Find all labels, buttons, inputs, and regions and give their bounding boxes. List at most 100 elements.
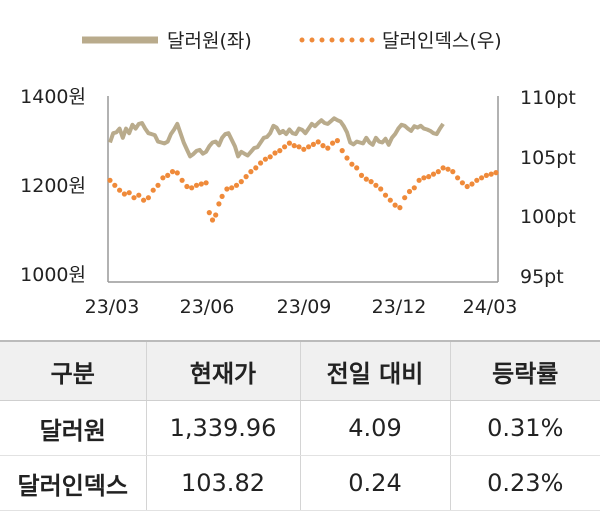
dxy-point xyxy=(354,165,360,171)
dxy-point xyxy=(262,156,268,162)
legend: 달러원(좌) 달러인덱스(우) xyxy=(82,30,502,52)
dxy-point xyxy=(189,185,195,191)
dxy-point xyxy=(243,174,249,180)
left-axis-ticks: 1400원 1200원 1000원 xyxy=(20,86,86,286)
dxy-point xyxy=(344,155,350,161)
dxy-point xyxy=(301,146,307,152)
table-row: 달러원 1,339.96 4.09 0.31% xyxy=(0,400,600,456)
dxy-point xyxy=(150,187,156,193)
dxy-point xyxy=(160,175,166,181)
dxy-point xyxy=(378,186,384,192)
dxy-point xyxy=(459,180,465,186)
dxy-point xyxy=(282,144,288,150)
dxy-point xyxy=(479,175,485,181)
x-axis-ticks: 23/03 23/06 23/09 23/12 24/03 xyxy=(85,296,518,318)
dxy-point xyxy=(363,176,369,182)
dxy-point xyxy=(184,183,190,190)
dxy-point xyxy=(315,139,321,145)
dxy-point xyxy=(330,140,336,146)
row-rate: 0.31% xyxy=(449,400,600,456)
row-name: 달러인덱스 xyxy=(0,455,146,511)
dxy-point xyxy=(209,217,216,223)
dxy-point xyxy=(248,169,254,175)
dxy-point xyxy=(258,160,264,166)
row-change: 4.09 xyxy=(299,400,450,456)
dxy-point xyxy=(493,170,499,176)
dxy-point xyxy=(126,190,132,196)
dxy-point xyxy=(286,140,292,146)
header-category: 구분 xyxy=(0,340,146,401)
dxy-point xyxy=(224,186,230,192)
dxy-point xyxy=(435,169,441,175)
dxy-point xyxy=(349,161,355,167)
header-rate: 등락률 xyxy=(449,340,600,401)
dxy-point xyxy=(411,185,417,191)
row-name: 달러원 xyxy=(0,400,146,456)
dxy-point xyxy=(373,182,379,188)
series-line-usdkrw xyxy=(108,116,445,159)
dxy-point xyxy=(219,193,225,199)
dxy-point xyxy=(121,191,127,197)
dxy-point xyxy=(253,165,259,171)
dxy-point xyxy=(334,138,340,144)
dxy-point xyxy=(213,212,219,218)
dxy-point xyxy=(464,183,470,190)
x-tick-2312: 23/12 xyxy=(372,296,427,318)
table-row: 달러인덱스 103.82 0.24 0.23% xyxy=(0,455,600,511)
row-price: 1,339.96 xyxy=(145,400,300,456)
dxy-point xyxy=(406,188,413,195)
dxy-point xyxy=(455,175,461,181)
header-price: 현재가 xyxy=(145,340,300,401)
dxy-point xyxy=(387,197,393,203)
dxy-point xyxy=(320,143,326,149)
x-tick-2403: 24/03 xyxy=(463,296,518,318)
series-dots-dxy xyxy=(107,138,499,223)
dxy-point xyxy=(174,170,180,176)
dxy-point xyxy=(397,205,403,211)
legend-label-usdkrw: 달러원(좌) xyxy=(167,30,252,52)
legend-label-dxy: 달러인덱스(우) xyxy=(382,30,502,52)
left-tick-1200: 1200원 xyxy=(20,175,86,197)
axes xyxy=(107,96,499,283)
dxy-point xyxy=(310,141,316,147)
summary-table: 구분 현재가 전일 대비 등락률 달러원 1,339.96 4.09 0.31%… xyxy=(0,340,600,511)
dxy-point xyxy=(392,202,398,208)
x-tick-2309: 23/09 xyxy=(277,296,332,318)
dxy-point xyxy=(488,171,494,177)
table-header-row: 구분 현재가 전일 대비 등락률 xyxy=(0,340,600,401)
dxy-point xyxy=(233,182,240,188)
row-price: 103.82 xyxy=(145,455,300,511)
dxy-point xyxy=(141,197,147,203)
dxy-point xyxy=(296,144,302,150)
dxy-point xyxy=(469,181,475,187)
dxy-point xyxy=(198,181,204,187)
left-tick-1000: 1000원 xyxy=(20,264,86,286)
dxy-point xyxy=(368,179,374,185)
dxy-point xyxy=(339,148,345,154)
dxy-point xyxy=(382,192,389,198)
dxy-point xyxy=(229,185,235,191)
left-tick-1400: 1400원 xyxy=(20,86,86,108)
dxy-point xyxy=(445,166,451,172)
dxy-point xyxy=(325,145,331,151)
dxy-point xyxy=(238,179,244,185)
dxy-point xyxy=(402,195,408,201)
dxy-point xyxy=(203,180,209,186)
x-tick-2303: 23/03 xyxy=(85,296,140,318)
right-tick-110: 110pt xyxy=(520,87,576,109)
right-axis-ticks: 110pt 105pt 100pt 95pt xyxy=(520,87,576,288)
row-rate: 0.23% xyxy=(449,455,600,511)
dxy-point xyxy=(216,201,222,207)
dxy-point xyxy=(440,165,446,171)
dxy-point xyxy=(107,177,113,183)
right-tick-95: 95pt xyxy=(520,266,564,288)
dxy-point xyxy=(426,174,432,180)
dxy-point xyxy=(136,192,142,198)
dxy-point xyxy=(272,150,278,156)
dxy-point xyxy=(145,195,151,201)
header-change: 전일 대비 xyxy=(299,340,450,401)
row-change: 0.24 xyxy=(299,455,450,511)
series-layer xyxy=(107,116,499,223)
dxy-point xyxy=(117,187,123,193)
dxy-point xyxy=(291,143,297,149)
